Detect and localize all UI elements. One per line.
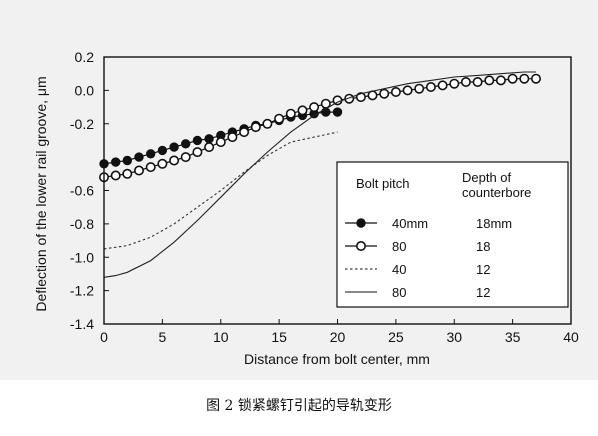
filled-point-7 xyxy=(181,139,191,149)
open-point-5 xyxy=(157,158,168,169)
open-point-1 xyxy=(110,170,121,181)
open-point-7 xyxy=(180,152,191,163)
open-point-17 xyxy=(297,105,308,116)
y-tick-label-0: 0.2 xyxy=(75,49,95,65)
open-point-13 xyxy=(250,122,261,133)
x-tick-label-0: 0 xyxy=(100,329,108,345)
open-point-28 xyxy=(425,82,436,93)
open-point-4 xyxy=(145,162,156,173)
open-point-33 xyxy=(484,75,495,86)
filled-point-4 xyxy=(146,149,156,159)
filled-point-5 xyxy=(157,145,168,156)
legend-depth-3: 12 xyxy=(476,262,490,277)
open-point-2 xyxy=(122,168,133,179)
open-point-23 xyxy=(367,90,378,101)
figure-panel: 0 5 10 15 20 25 30 35 40 0.2 0.0 -0.2 -0.6 -0.8 -1.0 -1… xyxy=(0,0,598,380)
open-point-25 xyxy=(390,87,401,98)
figure-caption: 图 2 锁紧螺钉引起的导轨变形 xyxy=(206,398,392,414)
series-solid-line xyxy=(103,71,536,278)
filled-point-6 xyxy=(169,142,179,152)
legend-row-1: 40mm 18mm xyxy=(345,216,512,231)
open-point-35 xyxy=(507,73,518,84)
legend-depth-1: 18mm xyxy=(476,216,512,231)
x-tick-label-2: 10 xyxy=(213,329,229,345)
open-point-36 xyxy=(519,73,530,84)
x-tick-label-5: 25 xyxy=(388,329,404,345)
filled-point-2 xyxy=(122,155,133,166)
legend-row-4: 80 12 xyxy=(345,285,490,300)
open-point-9 xyxy=(204,142,215,153)
open-point-37 xyxy=(530,73,541,84)
open-point-19 xyxy=(320,98,331,109)
open-point-15 xyxy=(274,113,285,124)
x-tick-label-1: 5 xyxy=(158,329,166,345)
series-dashed-line xyxy=(103,131,338,250)
ticks-layer: 0 5 10 15 20 25 30 35 40 0.2 0.0 -0.2 -0.6 -0.8 -1.0 -1… xyxy=(70,49,579,345)
legend-pitch-4: 80 xyxy=(392,285,406,300)
deflection-chart: 0 5 10 15 20 25 30 35 40 0.2 0.0 -0.2 -0.6 -0.8 -1.0 -1… xyxy=(33,49,579,367)
y-axis-label: Deflection of the lower rail groove, μm xyxy=(33,76,49,311)
legend-pitch-1: 40mm xyxy=(392,216,428,231)
legend-box xyxy=(336,161,569,308)
legend-depth-2: 18 xyxy=(476,239,490,254)
y-tick-label-1: 0.0 xyxy=(75,82,95,98)
legend-marker-open-circle xyxy=(355,241,366,252)
filled-point-3 xyxy=(134,152,144,162)
open-point-11 xyxy=(227,132,238,143)
open-point-14 xyxy=(262,118,273,129)
y-tick-label-4: -0.8 xyxy=(70,216,94,232)
open-point-32 xyxy=(472,77,483,88)
open-point-18 xyxy=(309,102,320,113)
x-tick-label-3: 15 xyxy=(271,329,287,345)
legend-header-depth-line2: counterbore xyxy=(462,185,531,200)
open-point-29 xyxy=(437,80,448,91)
x-tick-label-4: 20 xyxy=(330,329,346,345)
filled-point-8 xyxy=(192,135,203,146)
open-point-16 xyxy=(285,108,296,119)
y-tick-label-7: -1.4 xyxy=(70,316,94,332)
x-tick-label-7: 35 xyxy=(505,329,521,345)
open-point-8 xyxy=(192,147,203,158)
y-tick-label-3: -0.6 xyxy=(70,183,94,199)
x-axis-label: Distance from bolt center, mm xyxy=(244,351,430,367)
open-point-31 xyxy=(460,77,471,88)
x-tick-label-6: 30 xyxy=(446,329,462,345)
legend-row-3: 40 12 xyxy=(345,262,490,277)
legend-marker-filled-circle xyxy=(356,218,366,228)
filled-point-9 xyxy=(204,134,214,144)
legend-depth-4: 12 xyxy=(476,285,490,300)
filled-point-20 xyxy=(332,107,343,117)
legend-header-bolt-pitch: Bolt pitch xyxy=(356,176,409,191)
filled-point-1 xyxy=(111,157,121,167)
open-point-30 xyxy=(449,78,460,89)
open-point-10 xyxy=(215,137,226,148)
open-point-12 xyxy=(239,127,250,138)
open-point-24 xyxy=(379,88,390,99)
legend: Bolt pitch Depth of counterbore 40mm 18m… xyxy=(336,161,569,308)
y-tick-label-5: -1.0 xyxy=(70,249,94,265)
open-point-27 xyxy=(414,83,425,94)
open-point-34 xyxy=(495,75,506,86)
y-tick-label-2: -0.2 xyxy=(70,116,94,132)
legend-pitch-3: 40 xyxy=(392,262,406,277)
legend-row-2: 80 18 xyxy=(345,239,490,254)
open-point-26 xyxy=(402,85,413,96)
x-tick-label-8: 40 xyxy=(563,329,579,345)
open-point-6 xyxy=(169,155,180,166)
legend-header-depth-line1: Depth of xyxy=(462,170,512,185)
legend-pitch-2: 80 xyxy=(392,239,406,254)
series-layer xyxy=(99,71,541,278)
open-point-3 xyxy=(134,165,145,176)
y-tick-label-6: -1.2 xyxy=(70,283,94,299)
